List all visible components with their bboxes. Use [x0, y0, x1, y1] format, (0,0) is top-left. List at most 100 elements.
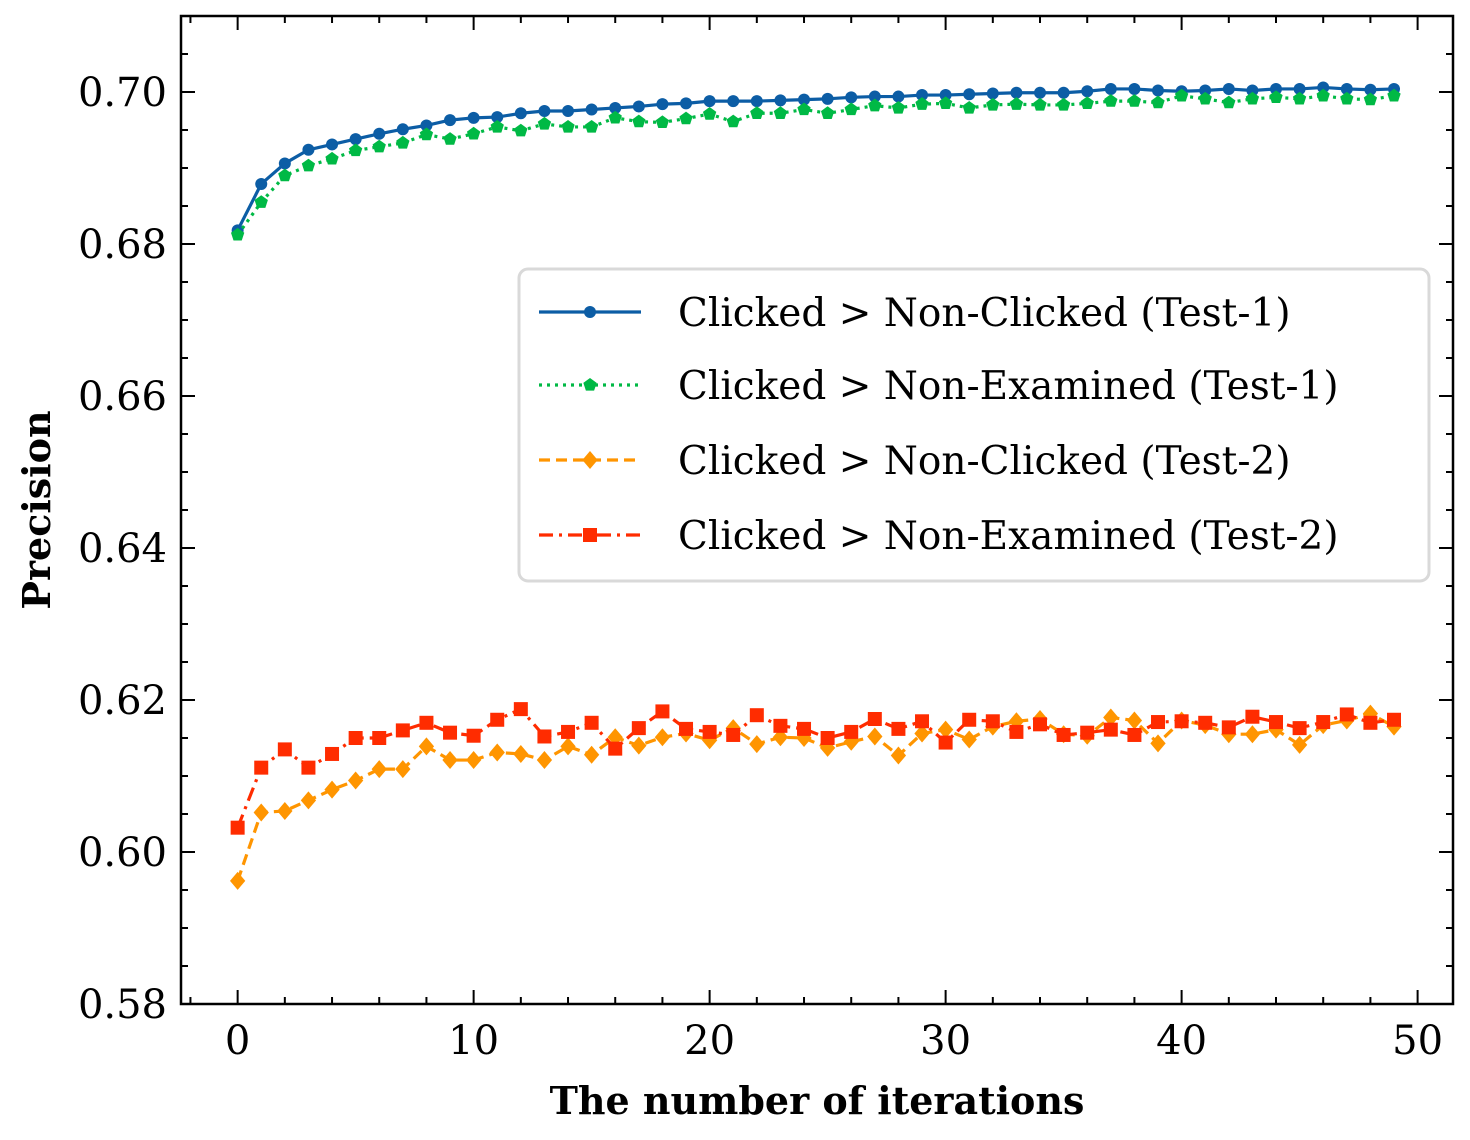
- data-point: [325, 151, 339, 165]
- data-point: [1104, 82, 1117, 95]
- data-point: [584, 119, 599, 133]
- data-point: [395, 760, 411, 779]
- data-point: [1033, 717, 1048, 732]
- data-point: [632, 100, 645, 113]
- data-point: [444, 114, 457, 127]
- data-point: [1291, 735, 1308, 754]
- data-point: [1222, 95, 1236, 109]
- data-point: [938, 96, 953, 110]
- data-point: [348, 143, 363, 157]
- data-point: [1269, 715, 1284, 730]
- y-tick-label: 0.60: [78, 830, 167, 876]
- data-point: [278, 157, 291, 170]
- data-point: [513, 702, 528, 717]
- data-point: [491, 111, 504, 124]
- data-point: [300, 791, 317, 810]
- data-point: [774, 94, 787, 107]
- data-point: [1363, 715, 1378, 730]
- tick-labels-layer: 0 10 20 30 40 50 0.58 0.60 0.62 0.64 0.66 0.68 0.70: [78, 70, 1443, 1064]
- data-point: [727, 95, 740, 108]
- data-point: [583, 745, 600, 764]
- data-point: [1363, 92, 1378, 106]
- series-layer: [229, 81, 1402, 890]
- data-point: [679, 721, 694, 736]
- data-point: [961, 730, 977, 749]
- data-point: [254, 760, 269, 775]
- data-point: [1056, 97, 1071, 111]
- data-point: [347, 771, 364, 790]
- x-axis-title: The number of iterations: [550, 1078, 1085, 1123]
- series-4: [230, 702, 1402, 835]
- series-1: [231, 81, 1401, 237]
- data-point: [986, 87, 999, 100]
- data-point: [1057, 86, 1070, 99]
- data-point: [561, 119, 575, 133]
- data-point: [562, 105, 575, 117]
- data-point: [608, 741, 623, 756]
- data-point: [608, 110, 622, 124]
- data-point: [514, 123, 528, 137]
- data-point: [1387, 88, 1401, 102]
- data-point: [680, 97, 693, 110]
- data-point: [891, 100, 906, 114]
- legend-marker-swatch: [583, 378, 597, 391]
- data-point: [442, 751, 458, 770]
- data-point: [419, 715, 434, 730]
- plot-frame: [179, 14, 1455, 1006]
- data-point: [1269, 90, 1283, 103]
- data-point: [396, 123, 409, 136]
- data-point: [867, 712, 882, 726]
- data-point: [1081, 85, 1094, 98]
- data-point: [820, 106, 835, 119]
- legend-entry-3: Clicked > Non-Clicked (Test-2): [539, 439, 1291, 484]
- data-point: [844, 724, 859, 739]
- legend-label: Clicked > Non-Clicked (Test-2): [678, 439, 1291, 484]
- data-point: [1222, 82, 1235, 95]
- series-line-3: [236, 712, 1395, 882]
- data-point: [467, 111, 480, 124]
- series-2: [230, 88, 1401, 241]
- data-point: [892, 90, 905, 103]
- data-point: [1056, 727, 1071, 742]
- data-point: [1387, 712, 1402, 727]
- data-point: [915, 714, 930, 729]
- data-point: [325, 746, 340, 761]
- legend-entry-4: Clicked > Non-Examined (Test-2): [539, 514, 1339, 559]
- data-point: [373, 127, 386, 140]
- data-point: [1010, 86, 1023, 99]
- data-point: [916, 89, 929, 102]
- x-tick-label: 20: [684, 1018, 735, 1064]
- data-point: [868, 98, 882, 112]
- data-point: [1080, 96, 1094, 110]
- legend-entry-1: Clicked > Non-Clicked (Test-1): [539, 291, 1291, 336]
- data-point: [938, 735, 953, 750]
- data-point: [584, 715, 599, 730]
- data-point: [1152, 84, 1165, 97]
- data-point: [1364, 83, 1377, 96]
- data-point: [985, 714, 1000, 729]
- x-tick-label: 10: [448, 1018, 499, 1064]
- data-point: [420, 119, 433, 132]
- data-point: [418, 737, 435, 756]
- data-point: [654, 728, 671, 747]
- data-point: [963, 88, 976, 101]
- data-point: [726, 727, 741, 742]
- data-point: [1245, 91, 1260, 105]
- data-point: [1127, 94, 1142, 107]
- data-point: [490, 119, 504, 133]
- data-point: [703, 95, 716, 108]
- data-point: [1246, 84, 1259, 97]
- data-point: [773, 106, 788, 119]
- data-point: [1316, 715, 1331, 730]
- data-point: [821, 92, 834, 105]
- data-point: [538, 105, 551, 117]
- legend-entry-2: Clicked > Non-Examined (Test-1): [539, 364, 1339, 409]
- data-point: [844, 102, 858, 116]
- data-point: [326, 138, 339, 151]
- data-point: [1033, 97, 1047, 111]
- data-point: [349, 133, 362, 146]
- data-point: [797, 721, 812, 736]
- x-tick-label: 50: [1392, 1018, 1443, 1064]
- data-point: [254, 195, 268, 208]
